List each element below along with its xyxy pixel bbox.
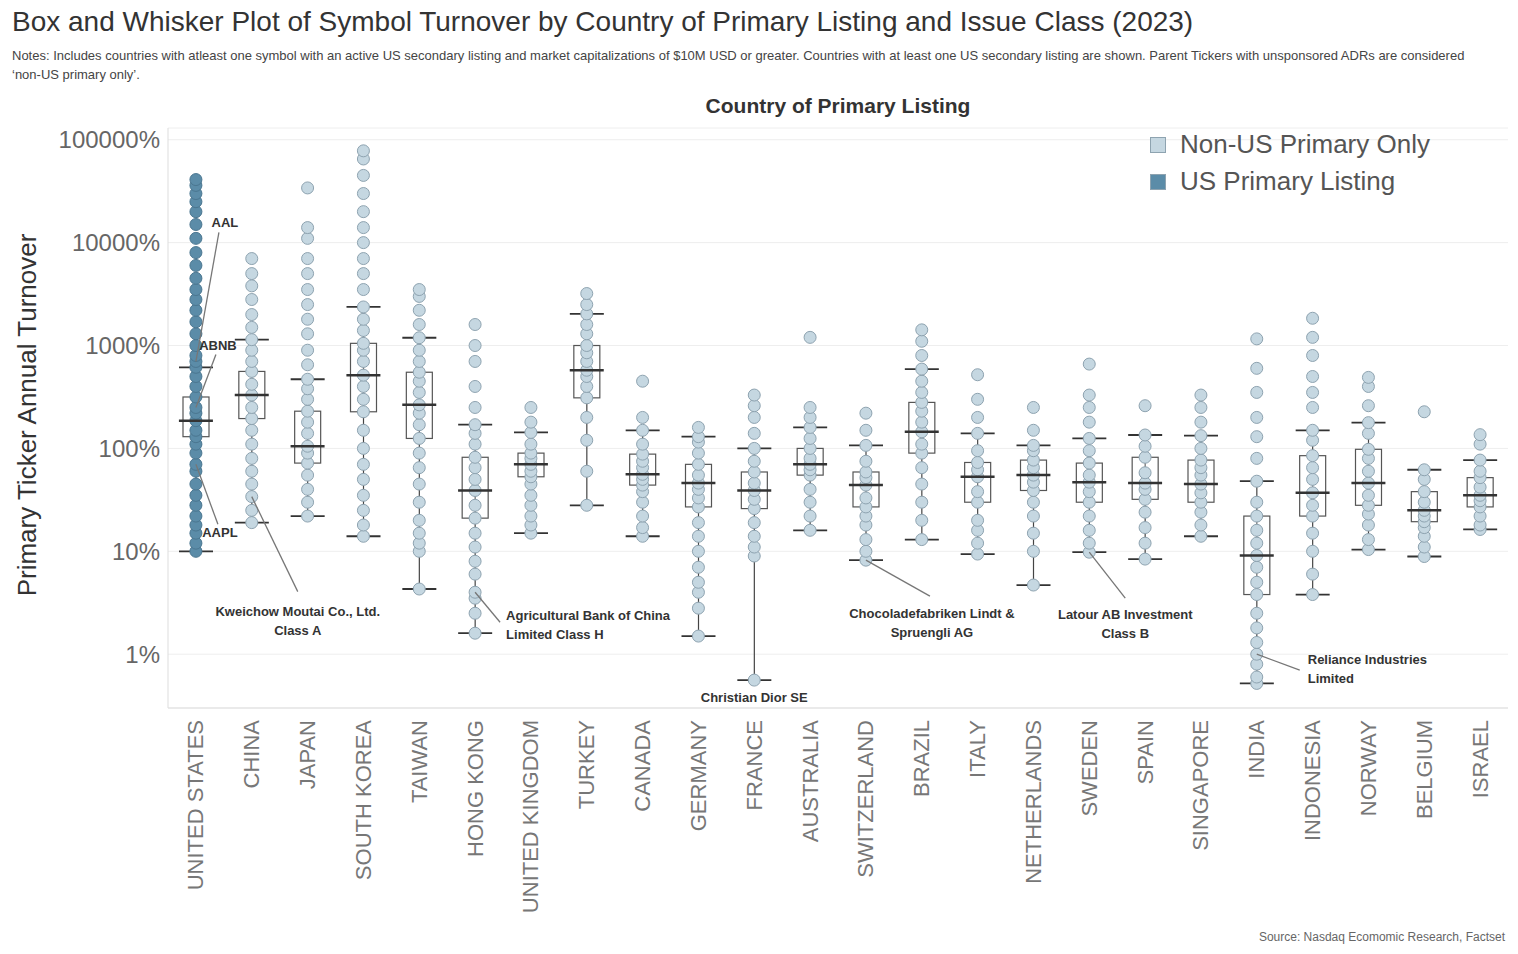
svg-text:AUSTRALIA: AUSTRALIA bbox=[798, 720, 823, 843]
html-text:Country of Primary Listing: Country of Primary Listing bbox=[705, 94, 971, 117]
svg-text:AAPL: AAPL bbox=[202, 525, 237, 540]
svg-text:10000%: 10000% bbox=[72, 229, 160, 256]
html-text:Primary Ticker Annual Turnover: Primary Ticker Annual Turnover bbox=[11, 233, 42, 597]
svg-text:100000%: 100000% bbox=[59, 126, 160, 153]
svg-text:1000%: 1000% bbox=[85, 332, 160, 359]
svg-text:TAIWAN: TAIWAN bbox=[407, 720, 432, 803]
svg-text:BELGIUM: BELGIUM bbox=[1412, 720, 1437, 819]
svg-text:TURKEY: TURKEY bbox=[574, 720, 599, 810]
svg-text:Agricultural Bank of ChinaLimi: Agricultural Bank of ChinaLimited Class … bbox=[506, 608, 671, 642]
svg-text:JAPAN: JAPAN bbox=[295, 720, 320, 789]
svg-text:CANADA: CANADA bbox=[630, 720, 655, 812]
svg-text:INDIA: INDIA bbox=[1244, 720, 1269, 779]
svg-text:ABNB: ABNB bbox=[199, 338, 237, 353]
svg-text:Reliance IndustriesLimited: Reliance IndustriesLimited bbox=[1308, 652, 1427, 686]
svg-text:1%: 1% bbox=[125, 641, 160, 668]
svg-text:SOUTH KOREA: SOUTH KOREA bbox=[351, 720, 376, 880]
svg-text:10%: 10% bbox=[112, 538, 160, 565]
svg-text:GERMANY: GERMANY bbox=[686, 720, 711, 832]
svg-text:SWEDEN: SWEDEN bbox=[1077, 720, 1102, 817]
html-text:Box and Whisker Plot of Symbol: Box and Whisker Plot of Symbol Turnover … bbox=[12, 6, 1194, 37]
svg-text:HONG KONG: HONG KONG bbox=[463, 720, 488, 857]
svg-text:INDONESIA: INDONESIA bbox=[1300, 720, 1325, 841]
html-text:US Primary Listing: US Primary Listing bbox=[1180, 166, 1396, 196]
svg-text:SWITZERLAND: SWITZERLAND bbox=[853, 720, 878, 878]
svg-text:NETHERLANDS: NETHERLANDS bbox=[1021, 720, 1046, 884]
svg-text:UNITED STATES: UNITED STATES bbox=[183, 720, 208, 890]
svg-text:Kweichow Moutai Co., Ltd.Class: Kweichow Moutai Co., Ltd.Class A bbox=[215, 604, 380, 638]
svg-text:Christian Dior SE: Christian Dior SE bbox=[701, 690, 808, 705]
svg-text:BRAZIL: BRAZIL bbox=[909, 720, 934, 797]
svg-text:FRANCE: FRANCE bbox=[742, 720, 767, 810]
svg-text:UNITED KINGDOM: UNITED KINGDOM bbox=[518, 720, 543, 913]
svg-text:ITALY: ITALY bbox=[965, 720, 990, 778]
svg-text:AAL: AAL bbox=[212, 215, 239, 230]
svg-text:SINGAPORE: SINGAPORE bbox=[1188, 720, 1213, 851]
svg-text:Latour AB InvestmentClass B: Latour AB InvestmentClass B bbox=[1058, 607, 1193, 641]
html-text:Non-US Primary Only: Non-US Primary Only bbox=[1180, 129, 1430, 159]
svg-text:Chocoladefabriken Lindt &Sprue: Chocoladefabriken Lindt &Spruengli AG bbox=[849, 606, 1014, 640]
html-text:Notes: Includes countries with: Notes: Includes countries with atleast o… bbox=[12, 48, 1465, 82]
svg-text:CHINA: CHINA bbox=[239, 720, 264, 789]
svg-text:ISRAEL: ISRAEL bbox=[1468, 720, 1493, 798]
svg-text:SPAIN: SPAIN bbox=[1133, 720, 1158, 784]
svg-text:100%: 100% bbox=[99, 435, 160, 462]
html-text:Source: Nasdaq Ecomomic Resear: Source: Nasdaq Ecomomic Research, Factse… bbox=[1258, 930, 1505, 944]
svg-text:NORWAY: NORWAY bbox=[1356, 720, 1381, 816]
